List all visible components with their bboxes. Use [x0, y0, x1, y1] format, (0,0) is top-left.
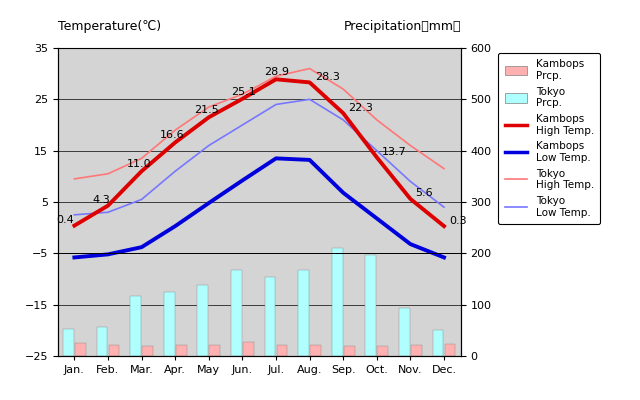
- Text: 5.6: 5.6: [415, 188, 433, 198]
- Bar: [176, 345, 187, 356]
- Text: 25.1: 25.1: [230, 87, 255, 97]
- Bar: [231, 270, 242, 356]
- Bar: [142, 346, 153, 356]
- Text: 16.6: 16.6: [160, 130, 185, 140]
- Bar: [310, 345, 321, 356]
- Bar: [378, 346, 388, 356]
- Text: 11.0: 11.0: [127, 159, 151, 169]
- Text: 21.5: 21.5: [194, 105, 218, 115]
- Bar: [276, 345, 287, 356]
- Text: 13.7: 13.7: [382, 147, 406, 157]
- Bar: [365, 255, 376, 356]
- Bar: [97, 327, 108, 356]
- Text: 0.4: 0.4: [56, 215, 74, 225]
- Bar: [209, 345, 220, 356]
- Bar: [399, 308, 410, 356]
- Bar: [332, 248, 342, 356]
- Text: 22.3: 22.3: [348, 103, 373, 113]
- Bar: [197, 285, 208, 356]
- Bar: [264, 277, 275, 356]
- Bar: [243, 342, 254, 356]
- Text: 0.3: 0.3: [449, 216, 467, 226]
- Bar: [344, 346, 355, 356]
- Bar: [63, 329, 74, 356]
- Text: 4.3: 4.3: [93, 195, 111, 205]
- Legend: Kambops
Prcp., Tokyo
Prcp., Kambops
High Temp., Kambops
Low Temp., Tokyo
High Te: Kambops Prcp., Tokyo Prcp., Kambops High…: [499, 53, 600, 224]
- Text: 28.9: 28.9: [264, 67, 289, 77]
- Bar: [298, 270, 309, 356]
- Bar: [164, 292, 175, 356]
- Text: 28.3: 28.3: [315, 72, 339, 82]
- Bar: [130, 296, 141, 356]
- Text: Temperature(℃): Temperature(℃): [58, 20, 161, 32]
- Bar: [411, 345, 422, 356]
- Bar: [445, 344, 456, 356]
- Bar: [433, 330, 444, 356]
- Bar: [109, 345, 120, 356]
- Bar: [75, 343, 86, 356]
- Text: Precipitation（mm）: Precipitation（mm）: [343, 20, 461, 32]
